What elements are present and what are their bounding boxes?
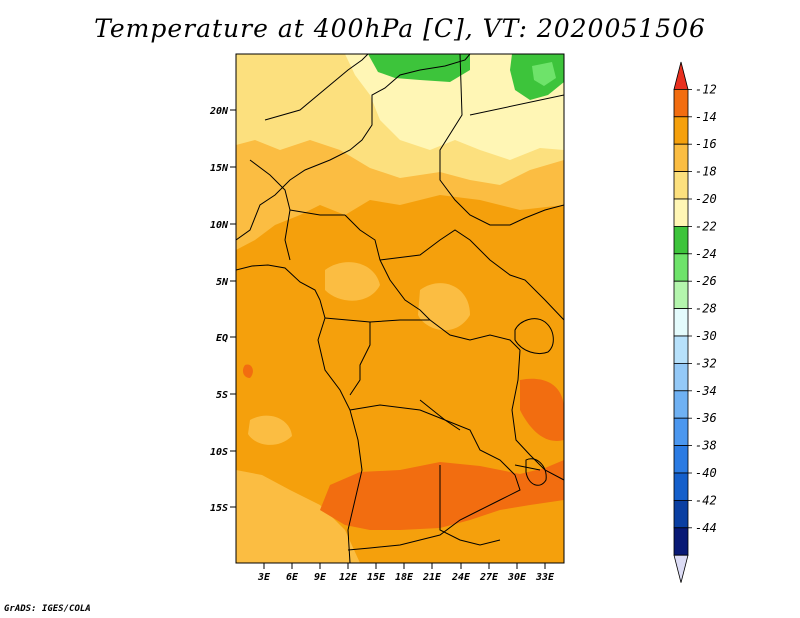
colorbar-segment	[673, 472, 689, 501]
colorbar-segment	[673, 445, 689, 474]
contour-minus14-south	[320, 460, 564, 530]
colorbar-label: -22	[695, 219, 717, 233]
colorbar-label: -38	[695, 439, 717, 453]
lon-label: 12E	[339, 572, 358, 583]
colorbar-segment	[673, 362, 689, 392]
colorbar-segment	[673, 335, 689, 364]
colorbar-segment	[673, 171, 689, 200]
colorbar-label: -12	[695, 82, 717, 96]
lat-label: 20N	[209, 106, 229, 117]
lon-label: 21E	[422, 572, 442, 583]
colorbar-label: -16	[695, 137, 717, 151]
colorbar-label: -36	[695, 411, 717, 425]
lon-label: 18E	[395, 572, 414, 583]
colorbar-segment	[673, 89, 689, 118]
colorbar-label: -28	[695, 302, 717, 316]
colorbar-segment	[673, 198, 689, 227]
colorbar-label: -40	[695, 466, 717, 480]
lon-axis: 3E 6E 9E 12E 15E 18E 21E 24E 27E 30E 33E	[257, 563, 555, 583]
contour-minus14-dot	[242, 364, 253, 378]
colorbar-label: -42	[695, 493, 717, 507]
contour-minus18-patch-a	[325, 262, 380, 301]
lat-label: EQ	[216, 333, 228, 344]
lat-label: 15N	[210, 163, 229, 174]
colorbar: -12 -14 -16 -18 -20 -22 -24 -26 -28 -30 -32 -34 -36 -…	[673, 61, 717, 583]
colorbar-segment	[673, 499, 689, 529]
colorbar-label: -30	[695, 329, 717, 343]
colorbar-segment	[673, 116, 689, 145]
colorbar-segment	[673, 308, 689, 337]
colorbar-segment	[673, 225, 689, 255]
colorbar-segment	[673, 527, 689, 556]
colorbar-label: -24	[695, 247, 717, 261]
colorbar-label: -34	[695, 384, 717, 398]
map-frame	[235, 53, 565, 564]
colorbar-label: -44	[695, 521, 717, 535]
lon-label: 6E	[286, 572, 299, 583]
colorbar-label: -32	[695, 356, 717, 370]
lon-label: 3E	[257, 572, 271, 583]
colorbar-label: -14	[695, 110, 717, 124]
colorbar-segment	[673, 390, 689, 419]
colorbar-segment	[673, 253, 689, 282]
colorbar-segment	[673, 417, 689, 447]
contour-minus18-patch-b	[418, 283, 470, 331]
contour-minus18-patch-c	[248, 415, 292, 445]
lat-label: 15S	[210, 503, 228, 514]
colorbar-segment	[673, 280, 689, 310]
lon-label: 27E	[479, 572, 499, 583]
contour-minus24	[368, 54, 470, 82]
map-plot	[236, 54, 564, 563]
lat-label: 10S	[210, 447, 228, 458]
colorbar-top-arrow	[673, 61, 689, 90]
lon-label: 33E	[535, 572, 555, 583]
lon-label: 30E	[507, 572, 527, 583]
colorbar-label: -18	[695, 165, 717, 179]
map-title: Temperature at 400hPa [C], VT: 202005150…	[94, 14, 706, 43]
contour-minus18-southwest	[236, 470, 360, 563]
map-borders	[236, 54, 564, 563]
lat-label: 5N	[216, 277, 229, 288]
software-credit: GrADS: IGES/COLA	[4, 604, 91, 614]
colorbar-label: -20	[695, 192, 717, 206]
lon-label: 9E	[314, 572, 327, 583]
lat-axis: 20N 15N 10N 5N EQ 5S 10S 15S	[209, 106, 236, 514]
contour-minus26-east	[532, 62, 556, 86]
lon-label: 15E	[367, 572, 386, 583]
lat-label: 10N	[210, 220, 229, 231]
colorbar-segment	[673, 143, 689, 172]
colorbar-bottom-arrow	[673, 554, 689, 583]
contour-minus14-east	[520, 378, 564, 441]
colorbar-label: -26	[695, 274, 717, 288]
contour-minus22	[345, 54, 564, 160]
lon-label: 24E	[451, 572, 471, 583]
lat-label: 5S	[216, 390, 228, 401]
